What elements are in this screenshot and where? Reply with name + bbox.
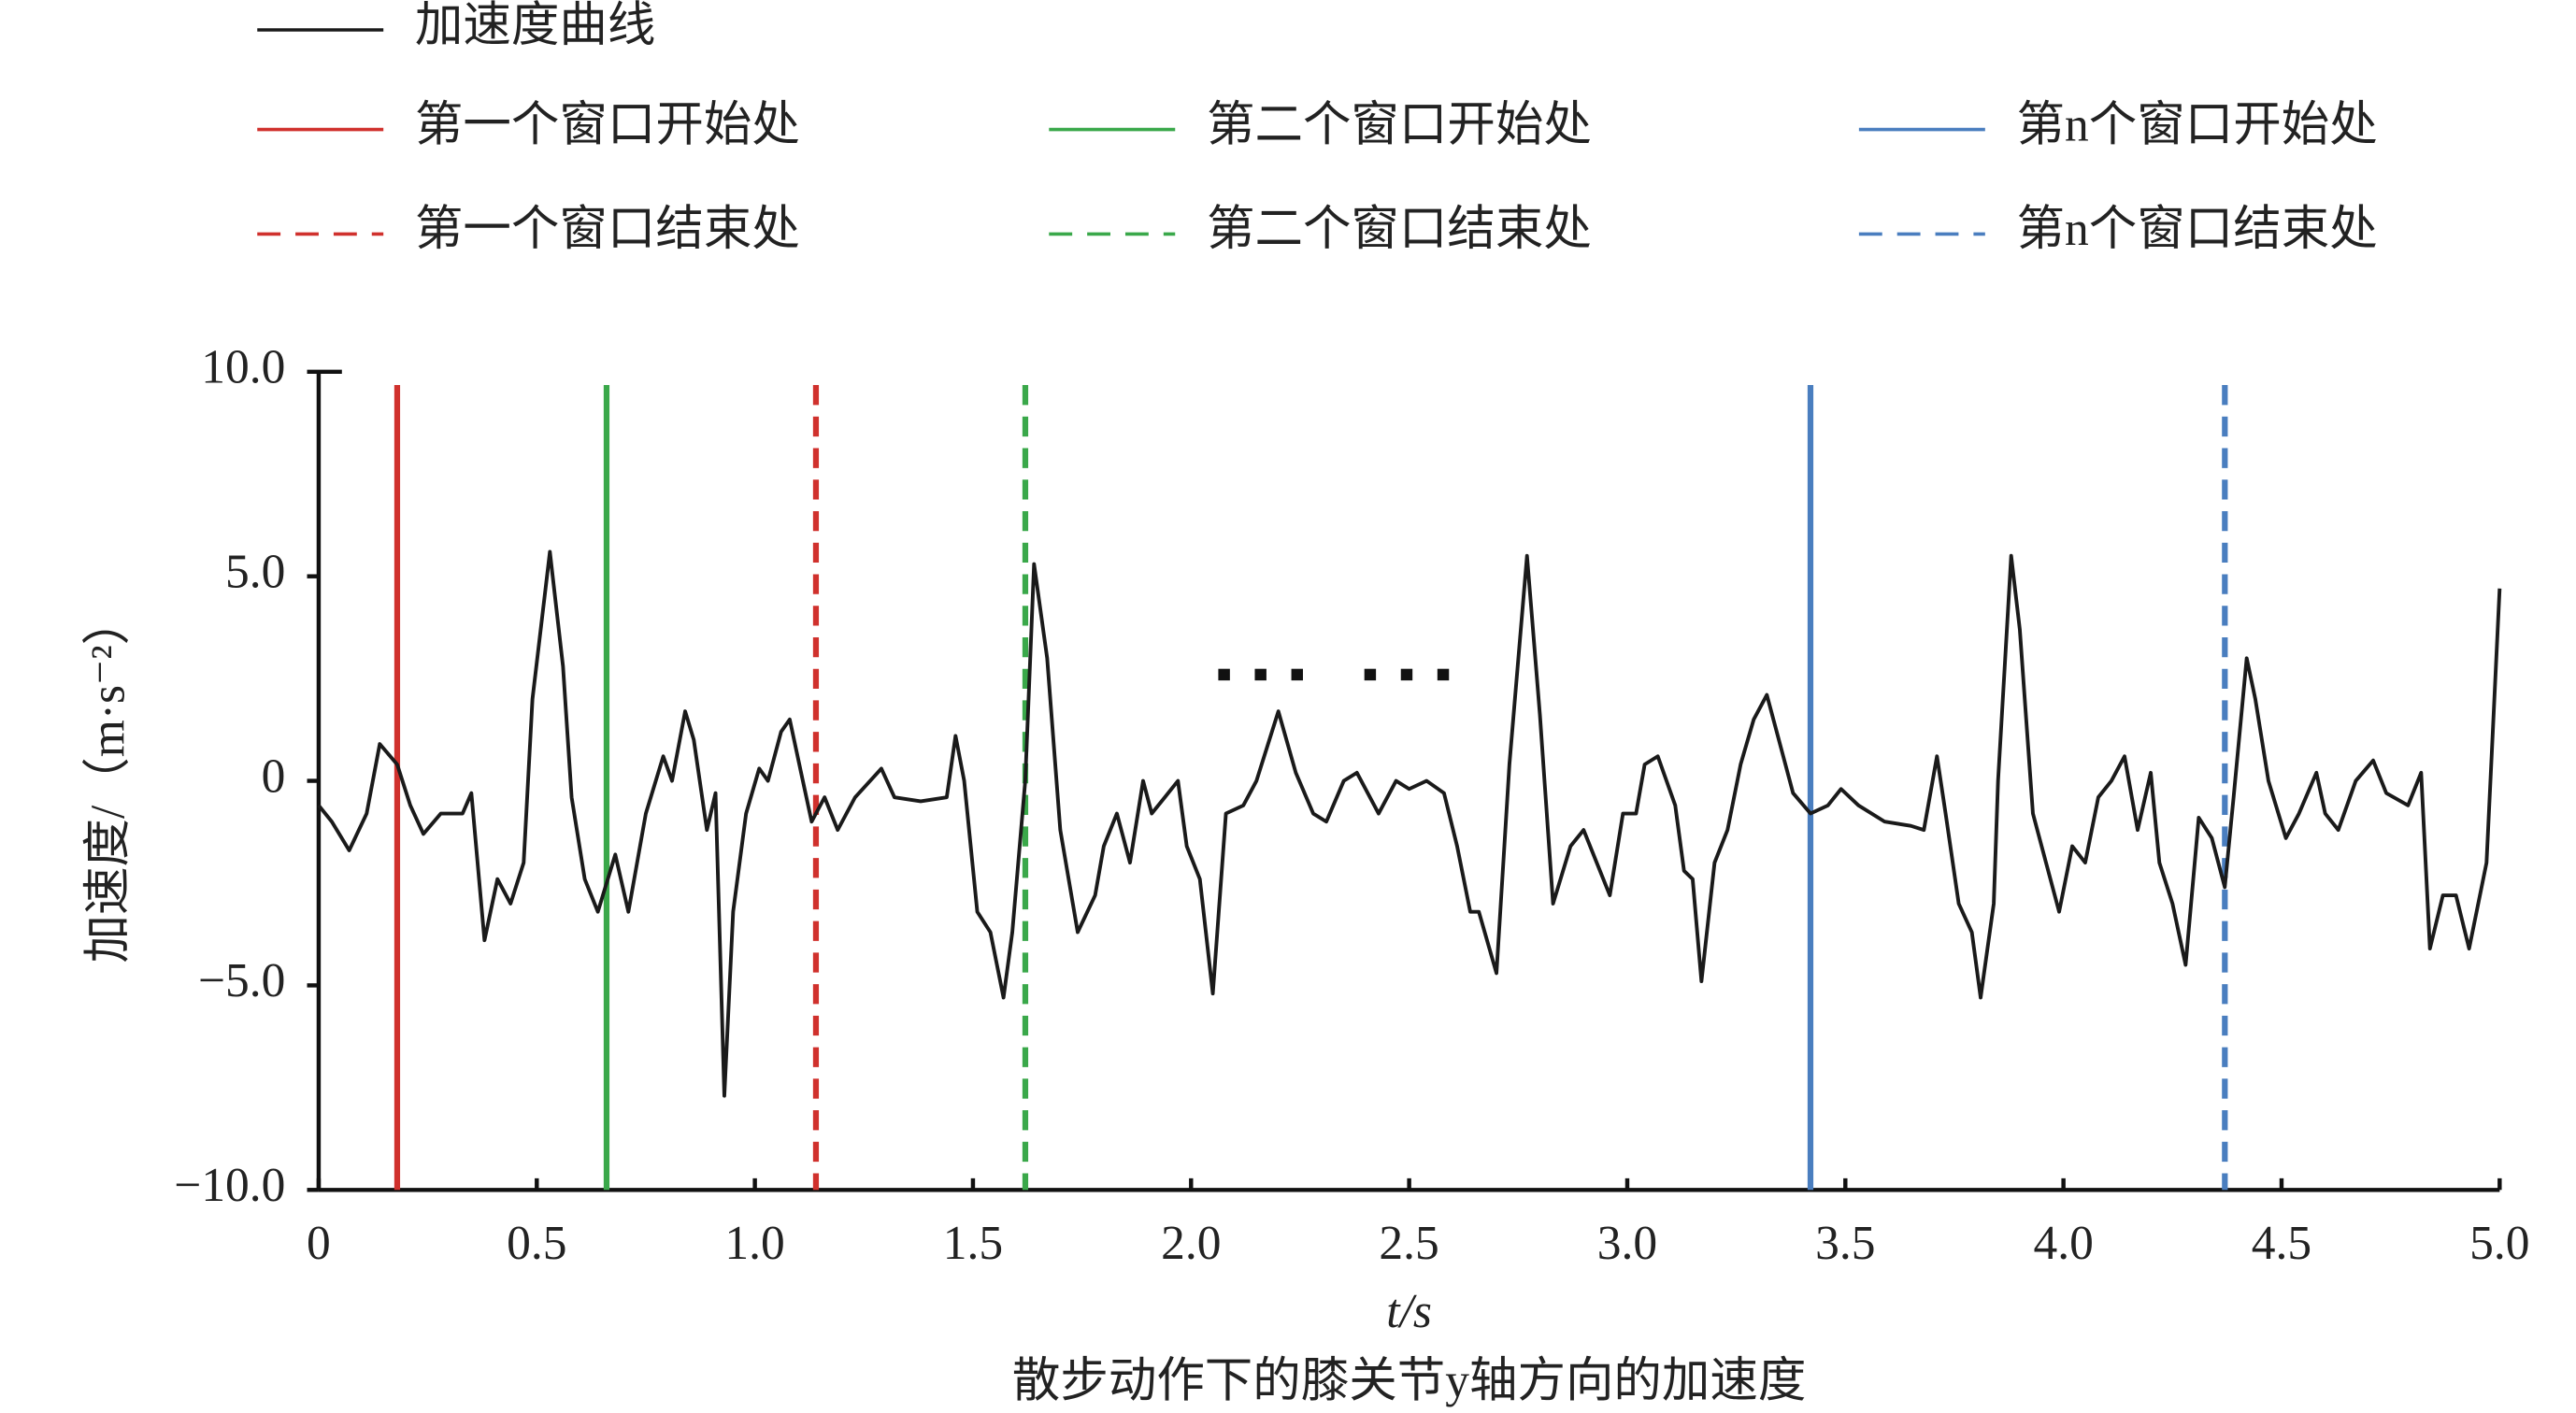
y-tick-label: 10.0 — [201, 341, 285, 394]
x-tick-label: 5.0 — [2469, 1217, 2529, 1270]
x-tick-label: 2.0 — [1161, 1217, 1221, 1270]
legend-label: 第n个窗口开始处 — [2017, 98, 2378, 151]
x-tick-label: 3.5 — [1815, 1217, 1875, 1270]
y-tick-label: 0 — [262, 749, 286, 803]
legend-label: 第一个窗口开始处 — [415, 98, 800, 151]
y-tick-label: −5.0 — [198, 954, 285, 1007]
legend-label: 第n个窗口结束处 — [2017, 203, 2378, 256]
x-tick-label: 2.5 — [1379, 1217, 1438, 1270]
x-tick-label: 1.5 — [943, 1217, 1003, 1270]
x-axis-label: t/s — [1386, 1285, 1432, 1338]
y-axis-label: 加速度/（m·s⁻²） — [82, 597, 136, 963]
x-tick-label: 4.5 — [2252, 1217, 2311, 1270]
legend-label: 第一个窗口结束处 — [415, 203, 800, 256]
x-tick-label: 0.5 — [507, 1217, 566, 1270]
legend-label: 第二个窗口结束处 — [1207, 203, 1592, 256]
legend-label: 第二个窗口开始处 — [1207, 98, 1592, 151]
legend-label: 加速度曲线 — [415, 0, 655, 52]
x-tick-label: 4.0 — [2033, 1217, 2093, 1270]
caption: 散步动作下的膝关节y轴方向的加速度 — [1012, 1355, 1807, 1408]
acceleration-line — [317, 550, 2502, 1098]
x-tick-label: 1.0 — [724, 1217, 784, 1270]
x-tick-label: 0 — [307, 1217, 331, 1270]
ellipsis — [1218, 668, 1450, 681]
x-tick-label: 3.0 — [1597, 1217, 1657, 1270]
y-tick-label: −10.0 — [174, 1159, 285, 1212]
y-tick-label: 5.0 — [225, 546, 285, 599]
